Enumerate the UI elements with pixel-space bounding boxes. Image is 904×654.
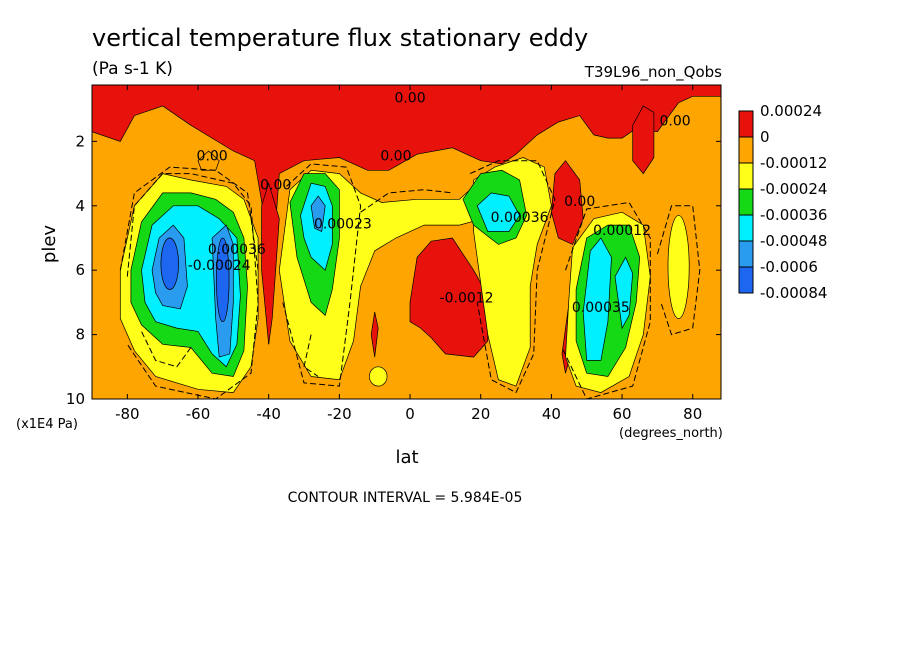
- contour-label: 0.00: [197, 149, 228, 165]
- colorbar-label: -0.0006: [760, 258, 818, 276]
- contour-region-red-equator: [409, 237, 489, 358]
- x-tick-label: 80: [683, 405, 702, 423]
- dashed-contour-line: [561, 201, 651, 399]
- colorbar-legend: 0.00024 0 -0.00012 -0.00024 -0.00036 -0.00048…: [738, 102, 827, 302]
- y-axis-label: plev: [39, 225, 60, 264]
- x-axis-units: (degrees_north): [619, 426, 723, 441]
- contour-region-red-65n: [632, 105, 655, 175]
- contour-region-red-10s: [370, 311, 379, 358]
- contour-label: 0.00035: [572, 300, 630, 316]
- contour-label: 0.00036: [208, 242, 266, 258]
- colorbar-label: 0.00024: [760, 102, 822, 120]
- x-tick-label: -60: [186, 405, 211, 423]
- contour-region-cyan-52n: [582, 237, 612, 361]
- contour-label: -0.0012: [440, 290, 494, 306]
- contour-region-blue-65s: [160, 237, 179, 290]
- y-tick-label: 2: [75, 132, 85, 150]
- y-axis-units: (x1E4 Pa): [16, 417, 78, 432]
- contour-plot-area: 0.000.00 0.000.000.000.00-0.000240.000360…: [92, 85, 721, 399]
- model-label: T39L96_non_Qobs: [584, 63, 722, 82]
- contour-region-red-40n: [551, 160, 584, 245]
- chart-title: vertical temperature flux stationary edd…: [92, 24, 588, 52]
- contour-region-orange-inset: [197, 150, 220, 171]
- dashed-contour-line: [141, 331, 192, 368]
- colorbar-swatch: [738, 240, 754, 268]
- colorbar-swatch: [738, 188, 754, 216]
- contour-label: 0.00023: [314, 216, 372, 232]
- x-tick-label: -40: [256, 405, 281, 423]
- x-tick-label: 0: [405, 405, 415, 423]
- contour-interval-text: CONTOUR INTERVAL = 5.984E-05: [288, 490, 523, 506]
- contour-region-cyan-60n: [614, 256, 634, 330]
- colorbar-swatch: [738, 266, 754, 294]
- y-axis-ticks: 2 4 6 8 10: [66, 132, 721, 408]
- dashed-contour-line: [656, 205, 701, 336]
- colorbar-label: -0.00048: [760, 232, 827, 250]
- contour-region-lightblue-25s: [310, 195, 326, 233]
- colorbar-label: -0.00084: [760, 284, 827, 302]
- colorbar-label: 0: [760, 128, 770, 146]
- contour-region-yellow-small: [369, 366, 388, 387]
- contour-label: -0.00024: [188, 258, 251, 274]
- contour-label: 0.00: [659, 113, 690, 129]
- y-tick-label: 4: [75, 197, 85, 215]
- x-axis-label: lat: [395, 447, 418, 468]
- colorbar-label: -0.00036: [760, 206, 827, 224]
- chart-subtitle: (Pa s-1 K): [92, 59, 173, 79]
- colorbar-swatch: [738, 214, 754, 242]
- dashed-contour-line: [126, 173, 259, 399]
- y-tick-label: 8: [75, 326, 85, 344]
- contour-label: 0.00: [564, 194, 595, 210]
- plot-frame: [91, 84, 722, 400]
- contour-label: 0.00036: [491, 210, 549, 226]
- dashed-contour-line: [119, 166, 259, 271]
- contour-region-cyan-25n: [476, 192, 521, 232]
- contour-region-red-40s: [261, 182, 280, 345]
- contour-label: 0.00: [380, 149, 411, 165]
- dashed-contour-line: [303, 334, 319, 377]
- x-tick-label: 20: [471, 405, 490, 423]
- dashed-contour-line: [360, 189, 453, 213]
- contour-label: 0.00: [394, 91, 425, 107]
- x-tick-label: -80: [115, 405, 140, 423]
- colorbar-swatch: [738, 136, 754, 164]
- colorbar-swatch: [738, 110, 754, 138]
- contour-region-yellow-75n: [667, 215, 690, 319]
- x-axis-ticks: -80 -60 -40 -20 0 20 40 60 80: [115, 85, 702, 423]
- contour-region-blue-53s: [216, 237, 230, 323]
- x-tick-label: -20: [327, 405, 352, 423]
- y-tick-label: 6: [75, 261, 85, 279]
- dashed-contour-line: [282, 163, 362, 387]
- dashed-contour-line: [469, 160, 556, 394]
- colorbar-label: -0.00024: [760, 180, 827, 198]
- colorbar-label: -0.00012: [760, 154, 827, 172]
- colorbar-swatch: [738, 162, 754, 190]
- y-tick-label: 10: [66, 390, 85, 408]
- contour-label: 0.00012: [593, 223, 651, 239]
- x-tick-label: 60: [613, 405, 632, 423]
- contour-label: 0.00: [260, 178, 291, 194]
- x-tick-label: 40: [542, 405, 561, 423]
